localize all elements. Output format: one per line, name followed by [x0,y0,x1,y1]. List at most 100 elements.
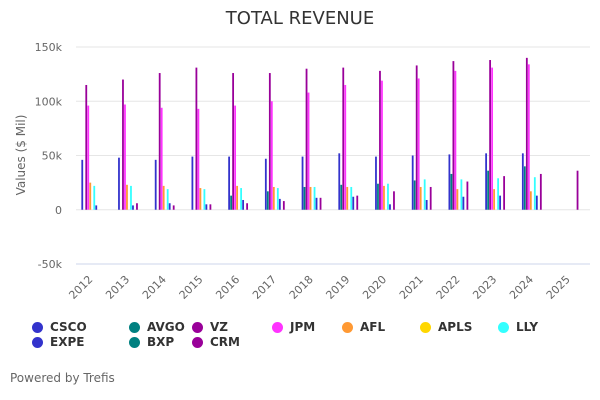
bar-afl-2020 [383,185,385,210]
x-tick-label: 2021 [397,273,426,302]
y-tick-label: 0 [55,204,62,217]
bar-jpm-2021 [417,78,420,210]
bar-avgo-2018 [303,186,306,210]
legend-item-afl[interactable]: AFL [342,320,385,334]
x-tick-label: 2018 [287,273,316,302]
x-tick-label: 2022 [434,273,463,302]
bar-afl-2019 [346,186,349,210]
legend-dot-icon [420,321,431,333]
legend-dot-icon [129,336,140,348]
bar-csco-2019 [338,153,341,210]
bar-expe-2020 [389,204,391,210]
bar-vz-2023 [489,60,492,210]
bar-expe-2023 [499,195,502,210]
bar-expe-2017 [278,198,281,210]
bar-vz-2017 [268,73,271,210]
bar-csco-2021 [411,155,414,210]
bar-vz-2022 [452,61,455,210]
legend-item-expe[interactable]: EXPE [32,335,84,349]
legend-item-lly[interactable]: LLY [498,320,538,334]
legend-dot-icon [32,336,43,348]
bar-jpm-2015 [197,108,200,210]
bar-afl-2016 [236,185,239,210]
bar-expe-2015 [205,204,208,210]
bar-expe-2014 [168,203,171,210]
bar-afl-2021 [419,186,422,210]
bar-afl-2015 [199,188,202,210]
legend-item-bxp[interactable]: BXP [129,335,174,349]
legend-label: VZ [210,320,228,334]
legend-dot-icon [129,321,140,333]
x-tick-label: 2012 [66,273,95,302]
bar-lly-2014 [166,189,169,210]
bar-csco-2013 [118,157,120,210]
bar-lly-2022 [460,179,463,210]
bar-avgo-2024 [523,166,526,210]
bar-crm-2019 [356,195,359,210]
legend-dot-icon [192,336,203,348]
legend-dot-icon [272,321,283,333]
bar-avgo-2020 [377,183,379,210]
bar-avgo-2016 [230,195,233,210]
bar-afl-2023 [493,189,496,210]
bar-lly-2017 [276,188,279,210]
bar-lly-2015 [203,189,206,210]
legend-dot-icon [342,321,353,333]
bar-crm-2024 [539,173,542,210]
bar-csco-2014 [154,159,157,210]
legend-item-jpm[interactable]: JPM [272,320,315,334]
x-tick-label: 2019 [323,273,352,302]
bar-csco-2015 [191,156,194,210]
x-tick-label: 2014 [140,273,169,302]
bar-crm-2022 [466,181,469,210]
bar-crm-2025 [576,170,579,210]
bar-vz-2020 [379,70,381,210]
bar-csco-2016 [228,156,231,210]
bar-jpm-2016 [234,105,237,210]
bar-jpm-2022 [454,70,457,210]
bar-lly-2012 [93,185,96,210]
legend-item-avgo[interactable]: AVGO [129,320,185,334]
legend-item-vz[interactable]: VZ [192,320,228,334]
bar-lly-2024 [533,177,536,210]
bar-expe-2013 [132,205,134,210]
bar-vz-2014 [158,73,161,210]
bar-lly-2013 [130,185,132,210]
bar-expe-2019 [352,196,355,210]
bar-jpm-2013 [124,104,126,210]
bar-vz-2024 [525,57,528,210]
bar-csco-2012 [81,159,84,210]
bar-vz-2015 [195,67,198,210]
bar-csco-2018 [301,156,304,210]
bar-csco-2020 [375,156,377,210]
bar-afl-2017 [272,186,275,210]
chart-svg: -50k 0 50k 100k 150k Values ($ Mil) 2012 2013 20… [14,41,590,302]
legend-label: BXP [147,335,175,349]
legend-dot-icon [32,321,43,333]
legend-label: CRM [210,335,240,349]
legend-label: AVGO [147,320,185,334]
chart-title: TOTAL REVENUE [225,8,375,29]
x-tick-label: 2017 [250,273,279,302]
bar-crm-2016 [246,203,249,210]
legend-item-apls[interactable]: APLS [420,320,472,334]
bar-csco-2022 [448,154,451,210]
bar-jpm-2012 [87,105,90,210]
legend-dot-icon [192,321,203,333]
y-tick-label: -50k [38,258,63,271]
y-tick-label: 100k [35,95,63,108]
bar-csco-2024 [521,153,524,210]
bar-afl-2018 [309,186,312,210]
bar-avgo-2017 [266,191,269,210]
bar-vz-2016 [232,73,235,210]
bar-crm-2018 [319,197,322,210]
bar-afl-2014 [162,185,165,210]
x-tick-label: 2025 [544,273,573,302]
x-tick-label: 2015 [177,273,206,302]
legend-item-crm[interactable]: CRM [192,335,240,349]
legend-label: CSCO [50,320,87,334]
bar-avgo-2021 [413,180,416,210]
bar-crm-2014 [172,205,175,210]
legend-item-csco[interactable]: CSCO [32,320,87,334]
y-tick-label: 150k [35,41,63,54]
